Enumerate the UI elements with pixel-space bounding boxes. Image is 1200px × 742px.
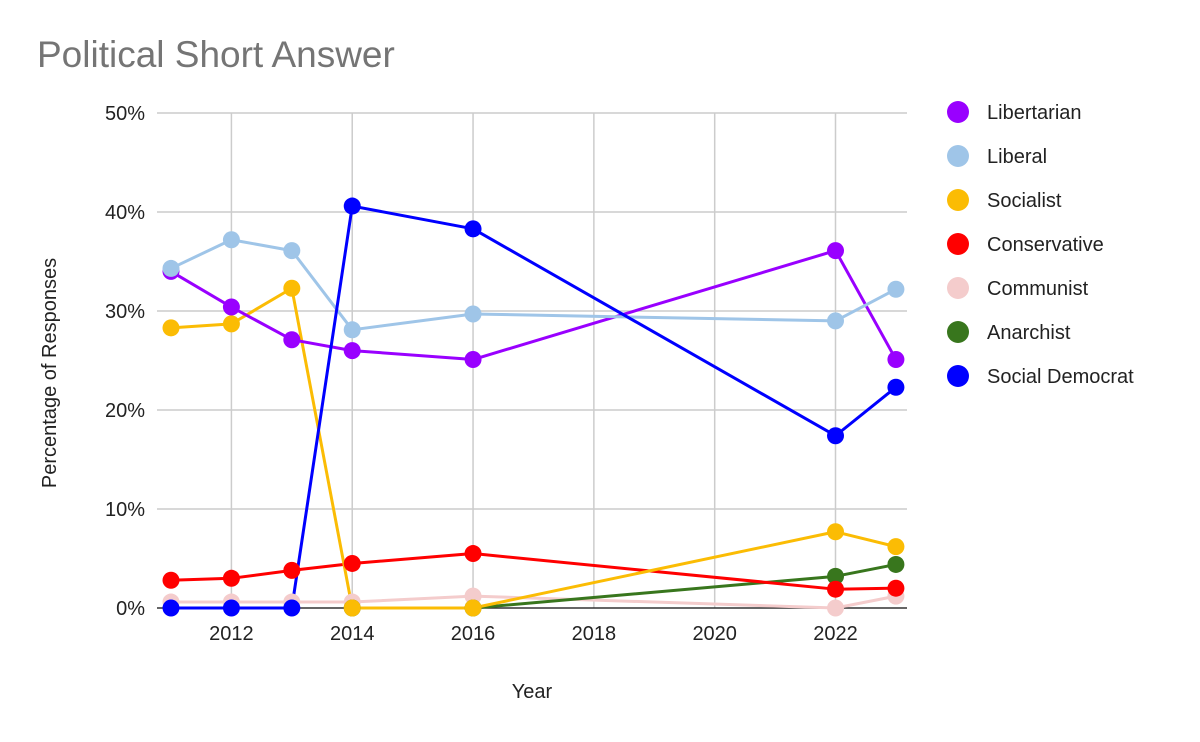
x-tick-label-2016: 2016 xyxy=(451,623,496,645)
point-social-democrat-2012 xyxy=(222,599,240,617)
y-axis-title: Percentage of Responses xyxy=(39,258,61,488)
y-tick-label-20: 20% xyxy=(105,400,145,422)
chart-title: Political Short Answer xyxy=(37,34,395,75)
legend-label-libertarian: Libertarian xyxy=(987,102,1082,124)
series-lines xyxy=(170,204,898,610)
legend-label-social-democrat: Social Democrat xyxy=(987,366,1134,388)
horizontal-gridlines xyxy=(157,112,907,510)
legend-marker-conservative xyxy=(947,233,969,255)
point-social-democrat-2011 xyxy=(162,599,180,617)
legend-label-socialist: Socialist xyxy=(987,190,1062,212)
point-communist-2022 xyxy=(827,599,845,617)
point-conservative-2022 xyxy=(827,580,845,598)
point-socialist-2016 xyxy=(464,599,482,617)
point-socialist-2012 xyxy=(222,315,240,333)
point-conservative-2011 xyxy=(162,571,180,589)
point-liberal-2012 xyxy=(222,231,240,249)
legend: Libertarian Liberal Socialist Conservative C… xyxy=(947,101,1134,388)
x-tick-label-2018: 2018 xyxy=(572,623,617,645)
legend-label-liberal: Liberal xyxy=(987,146,1047,168)
point-libertarian-2016 xyxy=(464,351,482,369)
point-libertarian-2023 xyxy=(887,351,905,369)
point-conservative-2013 xyxy=(283,561,301,579)
point-anarchist-2023 xyxy=(887,555,905,573)
point-conservative-2012 xyxy=(222,569,240,587)
x-tick-label-2022: 2022 xyxy=(813,623,858,645)
y-tick-label-10: 10% xyxy=(105,499,145,521)
point-liberal-2014 xyxy=(343,321,361,339)
legend-marker-social-democrat xyxy=(947,365,969,387)
series-line-conservative xyxy=(170,552,896,591)
point-social-democrat-2016 xyxy=(464,220,482,238)
legend-label-conservative: Conservative xyxy=(987,234,1104,256)
point-liberal-2016 xyxy=(464,305,482,323)
point-libertarian-2013 xyxy=(283,331,301,349)
y-tick-label-50: 50% xyxy=(105,103,145,125)
point-social-democrat-2022 xyxy=(827,427,845,445)
point-liberal-2011 xyxy=(162,259,180,277)
series-points xyxy=(162,197,905,617)
legend-marker-socialist xyxy=(947,189,969,211)
point-libertarian-2022 xyxy=(827,242,845,260)
point-social-democrat-2013 xyxy=(283,599,301,617)
point-communist-2016 xyxy=(464,587,482,605)
legend-marker-libertarian xyxy=(947,101,969,123)
point-conservative-2023 xyxy=(887,579,905,597)
point-socialist-2014 xyxy=(343,599,361,617)
point-socialist-2022 xyxy=(827,523,845,541)
point-liberal-2022 xyxy=(827,312,845,330)
point-conservative-2014 xyxy=(343,554,361,572)
legend-label-anarchist: Anarchist xyxy=(987,322,1071,344)
x-tick-label-2012: 2012 xyxy=(209,623,254,645)
point-anarchist-2022 xyxy=(827,567,845,585)
point-libertarian-2014 xyxy=(343,342,361,360)
point-social-democrat-2023 xyxy=(887,378,905,396)
x-tick-label-2014: 2014 xyxy=(330,623,375,645)
legend-label-communist: Communist xyxy=(987,278,1089,300)
point-liberal-2013 xyxy=(283,242,301,260)
y-axis-tick-labels: 0% 10% 20% 30% 40% 50% xyxy=(105,103,145,620)
point-libertarian-2012 xyxy=(222,298,240,316)
x-axis-tick-labels: 2012 2014 2016 2018 2020 2022 xyxy=(209,623,858,645)
y-tick-label-30: 30% xyxy=(105,301,145,323)
legend-marker-anarchist xyxy=(947,321,969,343)
point-social-democrat-2014 xyxy=(343,197,361,215)
point-liberal-2023 xyxy=(887,280,905,298)
legend-marker-communist xyxy=(947,277,969,299)
legend-marker-liberal xyxy=(947,145,969,167)
y-tick-label-0: 0% xyxy=(116,598,145,620)
point-conservative-2016 xyxy=(464,545,482,563)
point-socialist-2011 xyxy=(162,319,180,337)
x-tick-label-2020: 2020 xyxy=(692,623,737,645)
vertical-gridlines xyxy=(230,113,837,608)
y-tick-label-40: 40% xyxy=(105,202,145,224)
series-line-liberal xyxy=(170,238,897,332)
x-axis-title: Year xyxy=(512,681,553,703)
series-line-libertarian xyxy=(170,249,898,362)
point-socialist-2013 xyxy=(283,279,301,297)
point-socialist-2023 xyxy=(887,538,905,556)
